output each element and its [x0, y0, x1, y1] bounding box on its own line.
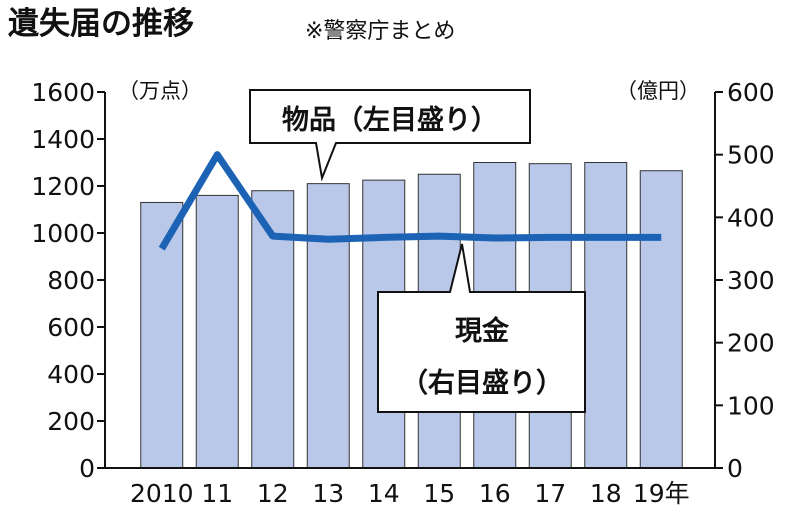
x-tick-label: 2010 — [130, 479, 194, 508]
y-tick-label: 600 — [47, 313, 95, 342]
legend-label: 物品（左目盛り） — [282, 105, 498, 136]
y2-tick-label: 400 — [727, 203, 775, 232]
callout-box — [377, 243, 586, 413]
chart-title: 遺失届の推移 — [8, 6, 194, 42]
y2-tick-label: 0 — [727, 454, 743, 483]
x-tick-label: 14 — [368, 479, 400, 508]
x-tick-label: 16 — [479, 479, 511, 508]
line — [158, 151, 662, 251]
y-tick-label: 1200 — [31, 172, 95, 201]
x-tick-label: 12 — [257, 479, 289, 508]
x-tick-label: 11 — [201, 479, 233, 508]
x-tick-label: 17 — [534, 479, 566, 508]
y-tick-label: 800 — [47, 266, 95, 295]
y-tick-label: 1600 — [31, 78, 95, 107]
y2-tick-label: 200 — [727, 329, 775, 358]
y2-tick-label: 300 — [727, 266, 775, 295]
x-tick-label: 13 — [312, 479, 344, 508]
y2-tick-label: 500 — [727, 141, 775, 170]
y-tick-label: 1400 — [31, 125, 95, 154]
y2-tick-label: 100 — [727, 391, 775, 420]
callout-box — [249, 89, 531, 182]
bar — [195, 194, 239, 469]
x-tick-label: 15 — [423, 479, 455, 508]
subtitle: ※警察庁まとめ — [305, 19, 455, 44]
bar — [639, 170, 683, 469]
x-tick-label: 19年 — [633, 479, 690, 508]
bar — [584, 162, 628, 469]
y-tick-label: 400 — [47, 360, 95, 389]
y2-axis-unit: （億円） — [616, 79, 700, 103]
y-tick-label: 0 — [79, 454, 95, 483]
y-tick-label: 200 — [47, 407, 95, 436]
y2-tick-label: 600 — [727, 78, 775, 107]
y-tick-label: 1000 — [31, 219, 95, 248]
x-tick-label: 18 — [590, 479, 622, 508]
legend-label: 現金（右目盛り） — [401, 315, 563, 399]
bar — [306, 183, 350, 469]
y-axis-unit: （万点） — [118, 79, 202, 103]
